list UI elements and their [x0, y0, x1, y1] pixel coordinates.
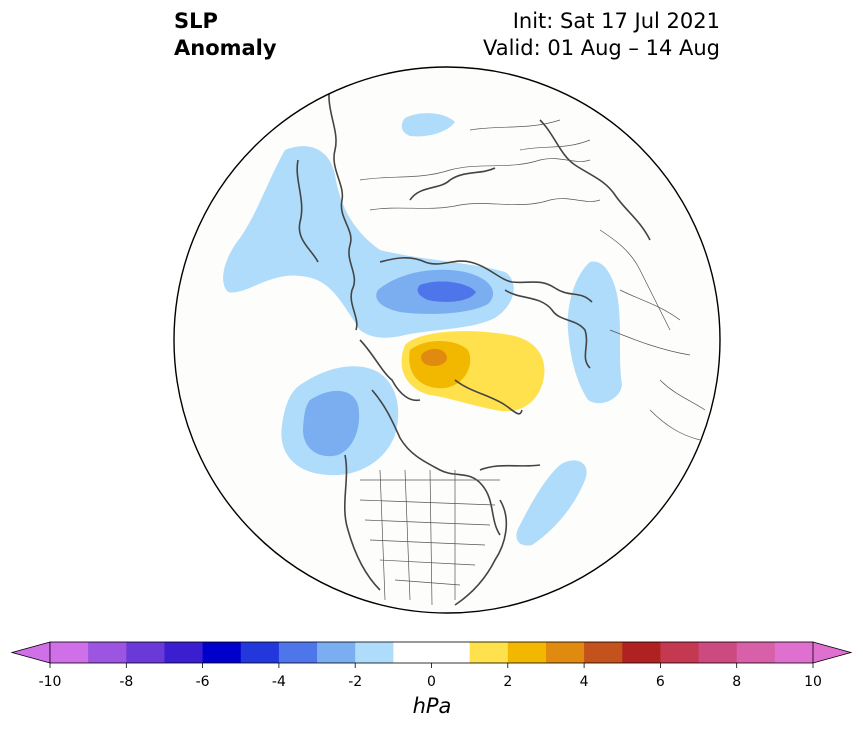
title-left-line1: SLP [174, 9, 218, 33]
pos-anomaly-arctic-peak [420, 348, 447, 366]
colorbar-bin [202, 642, 242, 663]
colorbar-extend-low [10, 641, 51, 664]
colorbar-bin [507, 642, 547, 663]
map-boundary [173, 66, 721, 614]
colorbar-extend-high [812, 641, 853, 664]
colorbar-tick-label: 0 [427, 674, 436, 690]
colorbar-bin [584, 642, 623, 663]
colorbar-tick-label: 10 [804, 674, 822, 690]
colorbar-bin [355, 642, 394, 663]
colorbar-bin [164, 642, 204, 663]
init-date: Init: Sat 17 Jul 2021 [512, 9, 720, 33]
colorbar-tick-label: -2 [348, 674, 363, 690]
colorbar-bin [736, 642, 776, 663]
colorbar-bin [278, 642, 318, 663]
neg-anomaly-atlantic [516, 460, 587, 546]
neg-anomaly-yakutia [401, 113, 455, 137]
colorbar-tick-label: 4 [579, 674, 589, 690]
borders [359, 119, 706, 606]
colorbar-tick-label: 2 [503, 674, 513, 690]
colorbar-bin [698, 642, 738, 663]
colorbar-bin [88, 642, 127, 663]
colorbar-unit: hPa [412, 694, 452, 718]
coastlines [296, 84, 651, 606]
colorbar-tick-label: -6 [195, 674, 210, 690]
map-validity: Init: Sat 17 Jul 2021 Valid: 01 Aug – 14… [483, 8, 720, 62]
map-title: SLP Anomaly [174, 8, 277, 62]
map-disk [174, 67, 720, 613]
colorbar-tick-label: 6 [655, 674, 665, 690]
colorbar-bin [622, 642, 661, 663]
anomaly-contours [223, 113, 622, 546]
colorbar-bin [431, 642, 471, 663]
colorbar-bin [469, 642, 509, 663]
colorbar-tick-label: -8 [119, 674, 134, 690]
neg-anomaly-alaska-core [302, 390, 360, 457]
colorbar-bin [660, 642, 700, 663]
colorbar [10, 641, 853, 668]
neg-anomaly-barents-core [417, 281, 476, 302]
title-left-line2: Anomaly [174, 36, 277, 60]
colorbar-tick-label: -4 [271, 674, 286, 690]
colorbar-bin [126, 642, 165, 663]
valid-period: Valid: 01 Aug – 14 Aug [482, 36, 720, 60]
colorbar-bin [240, 642, 280, 663]
colorbar-bin [774, 642, 814, 663]
colorbar-bin [317, 642, 356, 663]
colorbar-bin [50, 642, 89, 663]
neg-anomaly-europe [567, 261, 622, 404]
colorbar-tick-label: 8 [732, 674, 742, 690]
colorbar-tick-label: -10 [38, 674, 62, 690]
colorbar-bin [393, 642, 432, 663]
colorbar-bin [545, 642, 585, 663]
